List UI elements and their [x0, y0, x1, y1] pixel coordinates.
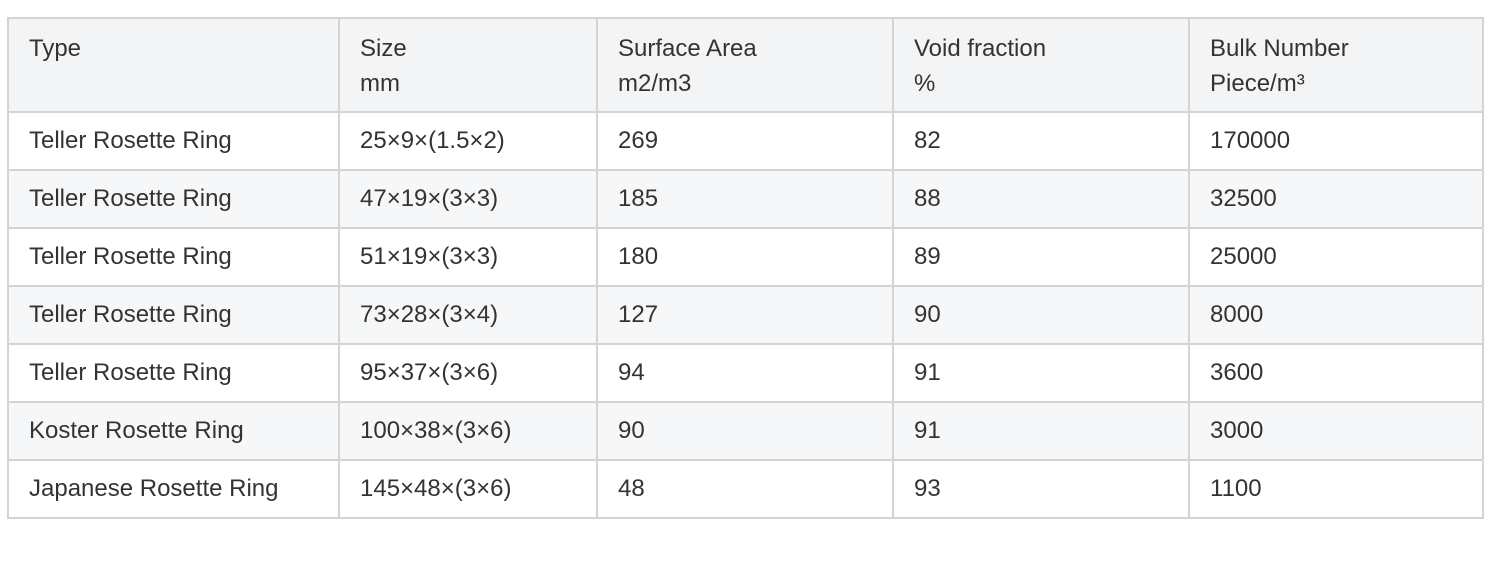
table-cell: 3000	[1188, 401, 1484, 461]
table-cell: Teller Rosette Ring	[7, 285, 340, 345]
table-cell: 90	[892, 285, 1190, 345]
table-cell: Teller Rosette Ring	[7, 227, 340, 287]
table-cell: 95×37×(3×6)	[338, 343, 598, 403]
table-cell: Teller Rosette Ring	[7, 343, 340, 403]
specifications-table: Type Size mm Surface Area m2/m3 Void fraction…	[7, 17, 1484, 519]
column-header: Surface Area m2/m3	[596, 17, 894, 113]
table-cell: 3600	[1188, 343, 1484, 403]
table-cell: 88	[892, 169, 1190, 229]
header-unit: Piece/m³	[1210, 70, 1305, 97]
table-cell: 91	[892, 401, 1190, 461]
table-cell: 25000	[1188, 227, 1484, 287]
table-row: Teller Rosette Ring 73×28×(3×4) 127 90 8000	[7, 285, 1484, 345]
table-row: Teller Rosette Ring 47×19×(3×3) 185 88 32500	[7, 169, 1484, 229]
table-cell: Koster Rosette Ring	[7, 401, 340, 461]
table-row: Japanese Rosette Ring 145×48×(3×6) 48 93 110…	[7, 459, 1484, 519]
table-cell: 82	[892, 111, 1190, 171]
column-header: Bulk Number Piece/m³	[1188, 17, 1484, 113]
table-cell: 51×19×(3×3)	[338, 227, 598, 287]
table-cell: 25×9×(1.5×2)	[338, 111, 598, 171]
header-unit: %	[914, 70, 936, 97]
table-cell: 93	[892, 459, 1190, 519]
table-row: Koster Rosette Ring 100×38×(3×6) 90 91 3000	[7, 401, 1484, 461]
header-unit: mm	[360, 70, 400, 97]
table-cell: 127	[596, 285, 894, 345]
table-cell: 48	[596, 459, 894, 519]
table-cell: Teller Rosette Ring	[7, 169, 340, 229]
header-label: Type	[29, 35, 82, 62]
table-body: Teller Rosette Ring 25×9×(1.5×2) 269 82 1700…	[7, 111, 1484, 519]
header-label: Bulk Number	[1210, 35, 1349, 62]
table-cell: 269	[596, 111, 894, 171]
table-cell: 32500	[1188, 169, 1484, 229]
table-cell: 47×19×(3×3)	[338, 169, 598, 229]
column-header: Size mm	[338, 17, 598, 113]
table-cell: 89	[892, 227, 1190, 287]
table-cell: 100×38×(3×6)	[338, 401, 598, 461]
table-cell: Japanese Rosette Ring	[7, 459, 340, 519]
table-row: Teller Rosette Ring 25×9×(1.5×2) 269 82 1700…	[7, 111, 1484, 171]
table-cell: 91	[892, 343, 1190, 403]
header-row: Type Size mm Surface Area m2/m3 Void fraction…	[7, 17, 1484, 113]
header-label: Size	[360, 35, 407, 62]
table-cell: 8000	[1188, 285, 1484, 345]
table-cell: 90	[596, 401, 894, 461]
table-cell: 73×28×(3×4)	[338, 285, 598, 345]
header-label: Surface Area	[618, 35, 757, 62]
column-header: Type	[7, 17, 340, 113]
table-cell: 170000	[1188, 111, 1484, 171]
table-row: Teller Rosette Ring 95×37×(3×6) 94 91 3600	[7, 343, 1484, 403]
table-cell: 94	[596, 343, 894, 403]
column-header: Void fraction%	[892, 17, 1190, 113]
table-row: Teller Rosette Ring 51×19×(3×3) 180 89 25000	[7, 227, 1484, 287]
header-label: Void fraction	[914, 35, 1047, 62]
table-cell: 145×48×(3×6)	[338, 459, 598, 519]
table-cell: 180	[596, 227, 894, 287]
table-cell: 185	[596, 169, 894, 229]
header-unit: m2/m3	[618, 70, 692, 97]
table-cell: Teller Rosette Ring	[7, 111, 340, 171]
table-cell: 1100	[1188, 459, 1484, 519]
